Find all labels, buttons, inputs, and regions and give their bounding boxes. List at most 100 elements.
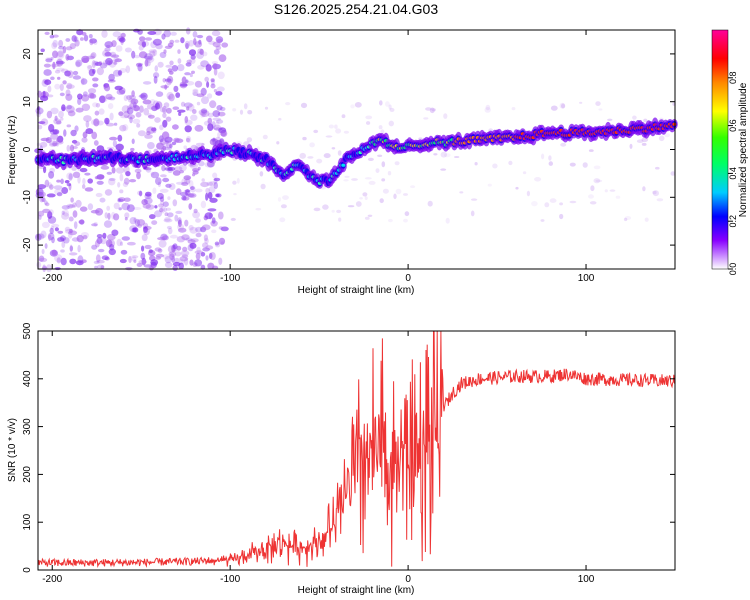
heatmap-noise-cell — [219, 138, 225, 146]
heatmap-noise-cell — [155, 91, 164, 97]
heatmap-noise-cell — [176, 245, 182, 251]
heatmap-noise-cell — [189, 242, 197, 249]
heatmap-noise-cell — [96, 234, 103, 239]
heatmap-noise-cell — [48, 124, 55, 132]
heatmap-noise-cell — [154, 205, 158, 209]
heatmap-noise-cell — [515, 186, 519, 190]
heatmap-noise-cell — [171, 65, 179, 72]
heatmap-noise-cell — [58, 110, 64, 118]
heatmap-noise-cell — [117, 182, 121, 188]
heatmap-noise-cell — [187, 193, 197, 198]
heatmap-noise-cell — [279, 217, 286, 223]
heatmap-noise-cell — [382, 188, 389, 194]
heatmap-noise-cell — [343, 179, 349, 182]
heatmap-noise-cell — [56, 257, 61, 264]
heatmap-noise-cell — [117, 198, 124, 203]
heatmap-noise-cell — [103, 220, 113, 228]
heatmap-noise-cell — [162, 145, 167, 151]
heatmap-noise-cell — [87, 178, 93, 184]
heatmap-noise-cell — [68, 216, 74, 222]
heatmap-noise-cell — [66, 104, 72, 110]
heatmap-noise-cell — [123, 110, 130, 119]
heatmap-noise-cell — [163, 207, 168, 212]
heatmap-noise-cell — [109, 136, 118, 141]
heatmap-noise-cell — [195, 252, 201, 260]
heatmap-noise-cell — [69, 43, 76, 50]
heatmap-noise-cell — [230, 217, 236, 221]
snr-y-tick-label: 500 — [22, 322, 33, 339]
heatmap-noise-cell — [113, 61, 118, 65]
heatmap-noise-cell — [42, 264, 47, 273]
heatmap-noise-cell — [95, 176, 101, 180]
heatmap-noise-cell — [107, 96, 116, 101]
heatmap-noise-cell — [131, 255, 139, 259]
heatmap-noise-cell — [164, 78, 172, 82]
heatmap-noise-cell — [122, 124, 129, 132]
heatmap-noise-cell — [117, 70, 123, 76]
heatmap-noise-cell — [300, 102, 308, 109]
heatmap-noise-cell — [195, 232, 202, 238]
heatmap-noise-cell — [101, 30, 108, 38]
heatmap-noise-cell — [379, 100, 383, 106]
snr-panel: -200 -100 0 100 0 100 200 300 400 500 Height of … — [7, 322, 676, 596]
heatmap-noise-cell — [485, 104, 491, 111]
heatmap-noise-cell — [410, 185, 416, 189]
snr-y-tick-label: 400 — [22, 370, 33, 387]
heatmap-noise-cell — [208, 186, 216, 194]
heatmap-noise-cell — [164, 261, 173, 268]
heatmap-noise-cell — [146, 130, 151, 136]
heatmap-noise-cell — [101, 255, 109, 260]
heatmap-noise-cell — [148, 114, 155, 119]
heatmap-noise-cell — [569, 200, 577, 204]
heatmap-noise-cell — [212, 62, 218, 70]
heatmap-noise-cell — [388, 218, 393, 223]
heatmap-noise-cell — [172, 199, 178, 207]
heatmap-noise-cell — [92, 102, 99, 108]
heatmap-noise-cell — [143, 197, 153, 205]
heatmap-noise-cell — [167, 245, 175, 253]
heatmap-noise-cell — [167, 212, 174, 218]
heatmap-noise-cell — [102, 49, 110, 58]
heatmap-noise-cell — [185, 237, 193, 242]
heatmap-noise-cell — [354, 102, 362, 108]
heatmap-noise-cell — [255, 207, 262, 211]
heatmap-noise-cell — [548, 155, 552, 161]
heatmap-noise-cell — [99, 95, 106, 104]
heatmap-noise-cell — [69, 228, 73, 234]
heatmap-noise-cell — [129, 116, 133, 124]
heatmap-noise-cell — [185, 79, 189, 83]
heatmap-noise-cell — [120, 32, 126, 38]
heatmap-noise-cell — [173, 137, 180, 143]
heatmap-noise-cell — [202, 242, 209, 249]
heatmap-noise-cell — [195, 188, 203, 193]
snr-y-ticks: 0 100 200 300 400 500 — [22, 322, 675, 573]
heatmap-noise-cell — [145, 204, 155, 210]
heatmap-noise-cell — [147, 142, 155, 150]
heatmap-noise-cell — [57, 237, 65, 242]
heatmap-noise-cell — [81, 137, 88, 143]
heatmap-noise-cell — [338, 217, 342, 222]
heatmap-noise-cell — [212, 117, 222, 121]
heatmap-noise-cell — [64, 70, 71, 77]
heatmap-noise-cell — [88, 88, 97, 94]
heatmap-noise-cell — [212, 110, 221, 118]
heatmap-noise-cell — [219, 106, 226, 112]
heatmap-noise-cell — [145, 37, 152, 41]
heatmap-noise-cell — [59, 92, 65, 97]
heatmap-noise-cell — [105, 239, 113, 248]
heatmap-noise-cell — [433, 153, 438, 156]
heatmap-noise-cell — [207, 123, 214, 131]
heatmap-noise-cell — [206, 81, 210, 88]
heatmap-noise-cell — [109, 51, 117, 58]
heatmap-noise-cell — [50, 133, 59, 140]
heatmap-noise-cell — [134, 168, 142, 174]
colorbar-gradient — [711, 29, 729, 270]
heatmap-noise-cell — [119, 189, 124, 194]
heatmap-noise-cell — [164, 167, 173, 171]
heatmap-noise-cell — [82, 131, 88, 139]
heatmap-noise-cell — [375, 168, 380, 174]
heatmap-noise-cell — [178, 227, 187, 233]
heatmap-noise-cell — [147, 31, 157, 35]
heatmap-noise-cell — [218, 226, 224, 230]
heatmap-noise-cell — [50, 56, 54, 61]
